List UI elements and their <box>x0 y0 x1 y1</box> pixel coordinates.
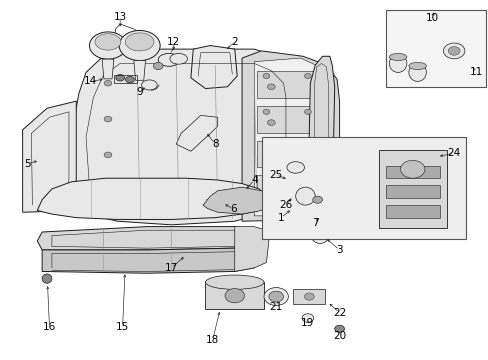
Polygon shape <box>254 58 325 216</box>
Polygon shape <box>37 226 266 250</box>
Ellipse shape <box>264 288 288 306</box>
Text: 24: 24 <box>447 148 460 158</box>
Polygon shape <box>37 178 266 220</box>
Ellipse shape <box>104 116 112 122</box>
Text: 9: 9 <box>136 87 142 97</box>
Text: 5: 5 <box>24 159 31 169</box>
Ellipse shape <box>153 62 163 69</box>
Ellipse shape <box>304 109 311 114</box>
Text: 8: 8 <box>211 139 218 149</box>
Text: 2: 2 <box>231 37 238 47</box>
Polygon shape <box>242 51 339 221</box>
Ellipse shape <box>304 73 311 78</box>
Ellipse shape <box>104 80 112 86</box>
Text: 17: 17 <box>164 263 178 273</box>
Polygon shape <box>256 175 320 202</box>
Text: 18: 18 <box>206 334 219 345</box>
Text: 12: 12 <box>167 37 180 47</box>
Bar <box>385 10 485 87</box>
Polygon shape <box>102 59 114 79</box>
Text: 15: 15 <box>116 322 129 332</box>
Ellipse shape <box>205 275 264 289</box>
Text: 21: 21 <box>269 302 282 312</box>
Polygon shape <box>256 107 320 134</box>
Bar <box>114 75 137 83</box>
Polygon shape <box>22 101 76 212</box>
Text: 1: 1 <box>277 213 284 222</box>
Ellipse shape <box>263 73 269 78</box>
Polygon shape <box>176 116 217 151</box>
Polygon shape <box>256 71 320 98</box>
Text: 3: 3 <box>336 245 342 255</box>
Ellipse shape <box>304 293 314 300</box>
Ellipse shape <box>267 120 275 126</box>
Ellipse shape <box>125 33 154 51</box>
Ellipse shape <box>311 228 328 243</box>
Ellipse shape <box>400 160 424 178</box>
Text: 4: 4 <box>250 175 257 185</box>
Ellipse shape <box>224 288 244 303</box>
Ellipse shape <box>388 53 406 60</box>
Text: 13: 13 <box>113 12 126 22</box>
Bar <box>261 137 466 239</box>
Ellipse shape <box>312 196 322 203</box>
Text: 10: 10 <box>425 13 438 23</box>
Ellipse shape <box>302 314 313 322</box>
Ellipse shape <box>286 162 304 173</box>
Ellipse shape <box>119 31 160 60</box>
Ellipse shape <box>443 43 464 59</box>
Polygon shape <box>190 45 237 89</box>
Ellipse shape <box>388 54 406 72</box>
Text: 16: 16 <box>43 322 56 332</box>
Text: 14: 14 <box>84 76 97 86</box>
Bar <box>293 289 325 304</box>
Ellipse shape <box>125 76 134 83</box>
Bar <box>385 185 439 198</box>
Polygon shape <box>134 60 145 80</box>
Bar <box>385 166 439 178</box>
Polygon shape <box>256 140 320 167</box>
Bar <box>385 205 439 218</box>
Polygon shape <box>234 226 268 271</box>
Ellipse shape <box>89 32 126 59</box>
Ellipse shape <box>263 109 269 114</box>
Polygon shape <box>203 187 266 214</box>
Bar <box>378 149 446 228</box>
Ellipse shape <box>158 53 179 66</box>
Ellipse shape <box>267 84 275 90</box>
Ellipse shape <box>95 34 121 50</box>
Text: 25: 25 <box>269 170 282 180</box>
Ellipse shape <box>295 187 315 205</box>
Text: 20: 20 <box>332 331 346 341</box>
Ellipse shape <box>42 274 52 283</box>
Polygon shape <box>307 56 334 226</box>
Text: 26: 26 <box>279 200 292 210</box>
Bar <box>205 282 264 309</box>
Ellipse shape <box>142 80 157 90</box>
Polygon shape <box>42 248 259 273</box>
Ellipse shape <box>104 152 112 158</box>
Ellipse shape <box>334 325 344 332</box>
Ellipse shape <box>169 53 187 64</box>
Text: 22: 22 <box>332 308 346 318</box>
Ellipse shape <box>408 63 426 81</box>
Ellipse shape <box>268 291 283 302</box>
Text: 19: 19 <box>301 319 314 328</box>
Text: 11: 11 <box>468 67 482 77</box>
Ellipse shape <box>408 62 426 69</box>
Polygon shape <box>71 49 300 225</box>
Ellipse shape <box>116 75 124 81</box>
Text: 6: 6 <box>229 204 236 214</box>
Ellipse shape <box>447 46 459 55</box>
Text: 7: 7 <box>311 218 318 228</box>
